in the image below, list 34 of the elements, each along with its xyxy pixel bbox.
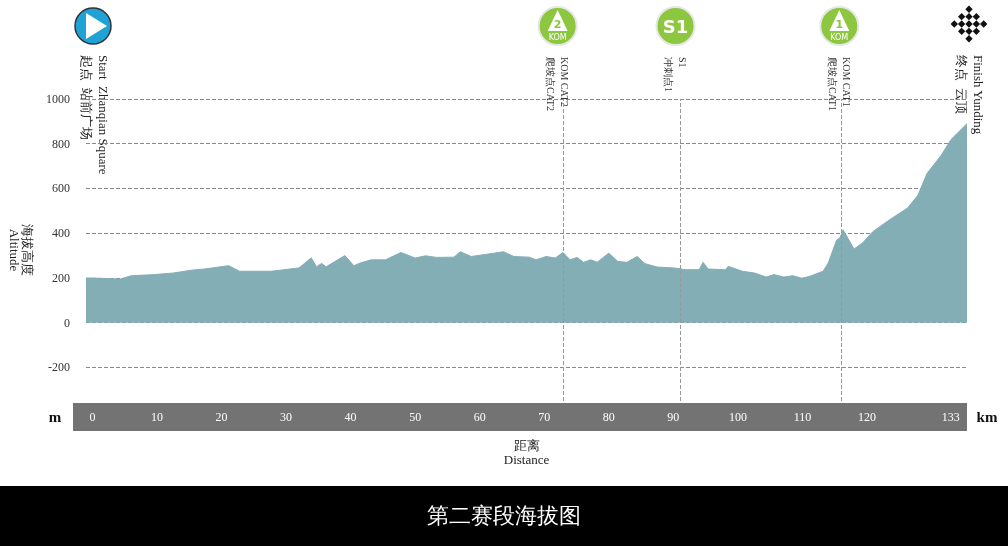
text: 第二赛段海拔图 <box>0 486 1008 546</box>
x-tick-label: 50 <box>409 410 422 424</box>
x-tick-label: 70 <box>538 410 551 424</box>
text: km <box>976 409 998 425</box>
x-tick-label: 60 <box>473 410 486 424</box>
x-tick-label: 90 <box>667 410 680 424</box>
x-tick-label: 120 <box>857 410 876 424</box>
x-tick-label: 20 <box>215 410 228 424</box>
x-tick-label: 100 <box>728 410 747 424</box>
y-tick-label: 600 <box>52 181 70 196</box>
y-tick-label: 800 <box>52 136 70 151</box>
y-tick-label: 200 <box>52 270 70 285</box>
x-tick-label: 10 <box>151 410 163 424</box>
x-tick-label: 0 <box>89 410 96 424</box>
badge-icon: S1 <box>655 6 696 46</box>
x-axis-title: 距离 Distance <box>503 437 550 467</box>
text: m <box>48 409 62 425</box>
y-tick-label: -200 <box>48 360 70 375</box>
y-tick-label: 1000 <box>46 92 70 106</box>
annotation: Start Zhanqian Square 起点 站前广场 <box>79 55 111 175</box>
y-axis-title: 海拔高度 Altitude <box>7 224 35 276</box>
x-tick-label: 30 <box>280 410 293 424</box>
x-tick-label: 133 <box>941 410 960 424</box>
ref-line-label: KOM CAT2 爬坡点CAT2 <box>545 57 571 111</box>
x-tick-label: 80 <box>602 410 615 424</box>
annotation: Finish Yunding 终点 云顶 <box>954 55 986 135</box>
mountain-badge-icon: 1 KOM <box>819 6 860 46</box>
mountain-badge-icon: 2 KOM <box>537 6 578 46</box>
y-tick-label: 0 <box>64 315 70 330</box>
y-tick-label: 400 <box>52 226 70 241</box>
x-tick-label: 40 <box>344 410 357 424</box>
ref-line-label: KOM CAT1 爬坡点CAT1 <box>826 57 852 111</box>
ref-line-label: S1 冲刺点1 <box>663 57 689 92</box>
x-tick-label: 110 <box>793 410 812 424</box>
